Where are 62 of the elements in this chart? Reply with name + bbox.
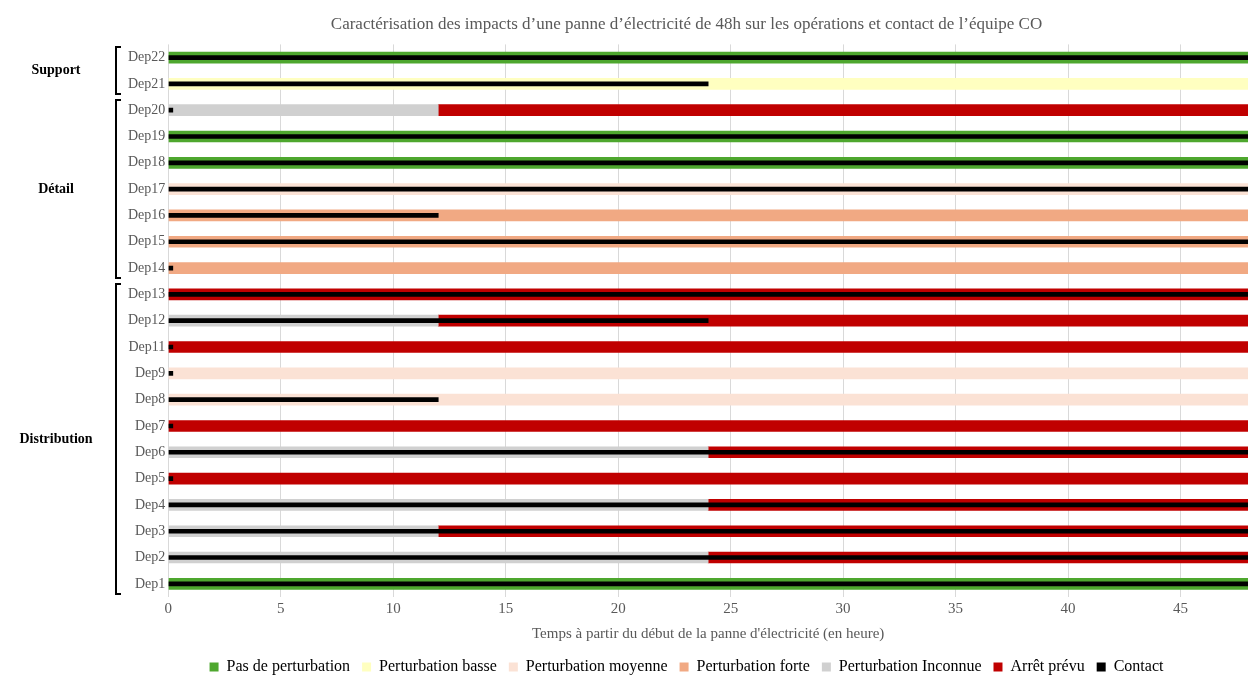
x-tick-label: 35 [948, 599, 964, 616]
y-tick-label: Dep22 [128, 49, 166, 65]
bar [168, 262, 1248, 274]
y-tick-label: Dep6 [135, 443, 166, 459]
bar [437, 104, 1248, 117]
y-tick-label: Dep1 [135, 575, 166, 591]
x-tick-label: 45 [1173, 599, 1189, 616]
y-tick-label: Dep20 [128, 101, 166, 117]
bar [168, 528, 1248, 534]
bar [168, 341, 1248, 353]
bar [168, 472, 1248, 485]
y-tick-label: Dep9 [135, 365, 166, 380]
y-tick-label: Dep19 [128, 128, 166, 144]
y-tick-label: Dep15 [128, 233, 166, 249]
y-tick-label: Dep5 [135, 470, 166, 486]
y-tick-label: Dep21 [128, 75, 166, 91]
bar [168, 134, 1248, 139]
bar [168, 371, 174, 376]
bar [168, 318, 709, 324]
bar [168, 239, 1248, 245]
bar [168, 213, 439, 218]
x-tick-label: 30 [835, 599, 851, 616]
text: Détail [38, 180, 74, 196]
legend-label: Perturbation moyenne [525, 657, 668, 676]
y-tick-label: Dep16 [128, 207, 166, 223]
y-tick-label: Dep4 [135, 496, 166, 512]
x-tick-label: 20 [610, 599, 626, 616]
bar [168, 449, 1248, 455]
bar [168, 367, 1248, 380]
legend-label: Perturbation Inconnue [838, 657, 982, 675]
legend-label: Contact [1113, 657, 1164, 675]
legend-label: Perturbation basse [379, 657, 497, 675]
bar [168, 555, 1248, 560]
y-tick-label: Dep3 [135, 522, 166, 538]
y-tick-label: Dep13 [128, 286, 166, 302]
legend-label: Pas de perturbation [226, 657, 351, 676]
text: Support [31, 62, 81, 78]
x-tick-label: 25 [723, 599, 739, 616]
bar [168, 397, 439, 402]
legend-label: Perturbation forte [696, 657, 810, 675]
y-tick-label: Dep8 [135, 391, 166, 407]
y-tick-label: Dep17 [128, 180, 166, 196]
legend-label: Arrêt prévu [1010, 657, 1085, 676]
x-tick-label: 0 [164, 599, 173, 616]
y-tick-label: Dep2 [135, 549, 166, 565]
chart-title: Caractérisation des impacts d’une panne d’électricité de 48h sur les opérations et contact de l’équipe CO [330, 13, 1043, 33]
y-tick-label: Dep7 [135, 417, 166, 433]
text: Distribution [19, 430, 93, 446]
x-tick-label: 5 [277, 599, 285, 616]
y-tick-label: Dep14 [128, 259, 166, 275]
y-tick-label: Dep11 [128, 338, 166, 354]
bar [168, 55, 1248, 60]
bar [168, 420, 1248, 432]
x-tick-label: 40 [1060, 599, 1076, 616]
bar [168, 476, 174, 481]
bar [168, 292, 1248, 297]
y-tick-label: Dep12 [128, 312, 166, 328]
x-axis-title: Temps à partir du début de la panne d'électricité (en heure) [532, 624, 885, 642]
x-tick-label: 15 [498, 599, 514, 616]
x-tick-label: 10 [385, 599, 401, 616]
bar [168, 107, 174, 113]
y-tick-label: Dep18 [128, 154, 166, 170]
